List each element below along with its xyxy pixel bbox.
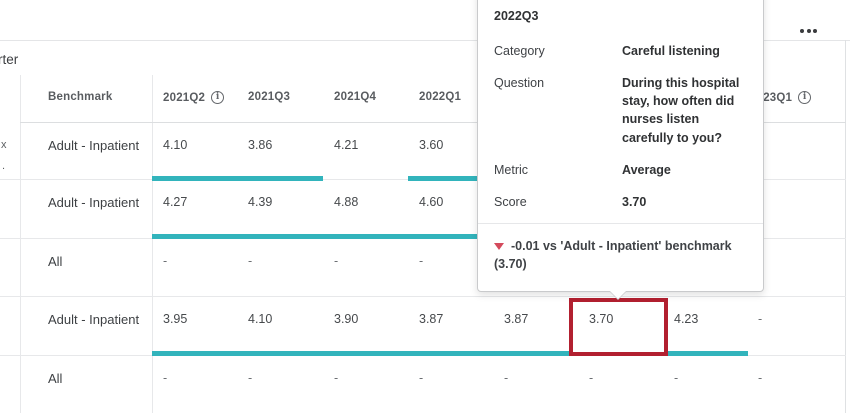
score-cell[interactable]: 4.27 [163, 195, 188, 209]
tooltip-field-value: Careful listening [622, 44, 720, 58]
column-header: 2021Q2 [163, 91, 225, 104]
tooltip-field-label: Category [494, 44, 545, 58]
column-header: 2021Q3 [248, 91, 290, 103]
benchmark-underline [152, 351, 748, 356]
more-options-icon[interactable] [800, 29, 817, 33]
benchmark-cell: All [48, 254, 63, 269]
score-cell[interactable]: - [248, 254, 253, 268]
benchmark-cell: Adult - Inpatient [48, 195, 140, 210]
tooltip-title: 2022Q3 [494, 9, 539, 23]
benchmark-cell: Adult - Inpatient [48, 138, 140, 153]
score-cell[interactable]: - [758, 371, 763, 385]
column-header: 2021Q4 [334, 91, 376, 103]
score-cell[interactable]: 4.39 [248, 195, 273, 209]
tooltip-field-value: 3.70 [622, 194, 647, 209]
tooltip-field-label: Question [494, 76, 545, 91]
clipped-text-fragment: . [2, 160, 6, 172]
score-cell[interactable]: - [163, 254, 168, 268]
tooltip-delta-text: -0.01 vs 'Adult - Inpatient' benchmark [511, 238, 732, 253]
tooltip-field-value: During this hospital stay, how often did… [622, 76, 740, 145]
benchmark-cell: All [48, 371, 63, 386]
score-cell[interactable]: 3.60 [419, 138, 444, 152]
score-cell[interactable]: - [248, 371, 253, 385]
clipped-axis-title: rter [0, 52, 19, 67]
score-cell[interactable]: 3.95 [163, 312, 188, 326]
benchmark-cell: Adult - Inpatient [48, 312, 140, 327]
column-header-label: 2021Q3 [248, 91, 291, 103]
tooltip-field-label: Score [494, 194, 527, 209]
info-icon[interactable] [798, 91, 812, 104]
tooltip-field-value: Average [622, 162, 671, 177]
score-cell[interactable]: 3.87 [504, 312, 529, 326]
score-cell[interactable]: - [334, 371, 339, 385]
card-right-border [845, 40, 846, 413]
row-divider [0, 296, 846, 297]
score-cell[interactable]: - [504, 371, 509, 385]
score-cell[interactable]: - [334, 254, 339, 268]
score-cell[interactable]: 4.21 [334, 138, 359, 152]
column-header-label: 2021Q4 [334, 91, 377, 103]
score-cell[interactable]: 3.86 [248, 138, 273, 152]
score-cell[interactable]: - [758, 312, 763, 326]
clipped-text-fragment: x [1, 139, 7, 151]
column-divider [20, 75, 21, 413]
score-cell[interactable]: - [419, 254, 424, 268]
score-cell[interactable]: 3.70 [589, 312, 614, 326]
column-header-label: 2021Q2 [163, 91, 206, 104]
score-cell[interactable]: 3.90 [334, 312, 359, 326]
score-cell[interactable]: 4.10 [163, 138, 188, 152]
down-triangle-icon [494, 242, 504, 250]
score-cell[interactable]: - [163, 371, 168, 385]
benchmark-column-header: Benchmark [48, 91, 113, 103]
column-header-label: 2022Q1 [419, 91, 462, 103]
tooltip-benchmark-delta: -0.01 vs 'Adult - Inpatient' benchmark (… [478, 222, 763, 285]
header-divider [20, 122, 846, 123]
benchmark-underline [152, 176, 323, 181]
score-cell[interactable]: 4.10 [248, 312, 273, 326]
benchmark-underline [152, 234, 482, 239]
tooltip-field-label: Metric [494, 162, 529, 177]
score-cell[interactable]: - [419, 371, 424, 385]
score-cell[interactable]: - [674, 371, 679, 385]
score-cell[interactable]: 3.87 [419, 312, 444, 326]
cell-tooltip: 2022Q3 Category Careful listening Questi… [477, 0, 764, 300]
column-divider [152, 75, 153, 413]
column-header: 2022Q1 [419, 91, 461, 103]
score-cell[interactable]: 4.88 [334, 195, 359, 209]
score-cell[interactable]: 4.23 [674, 312, 699, 326]
tooltip-delta-value: (3.70) [494, 257, 527, 271]
info-icon[interactable] [211, 91, 225, 104]
card-top-border [0, 40, 850, 41]
benchmark-underline [408, 176, 482, 181]
score-cell[interactable]: - [589, 371, 594, 385]
score-cell[interactable]: 4.60 [419, 195, 444, 209]
highlighted-cell-outline [569, 298, 668, 356]
